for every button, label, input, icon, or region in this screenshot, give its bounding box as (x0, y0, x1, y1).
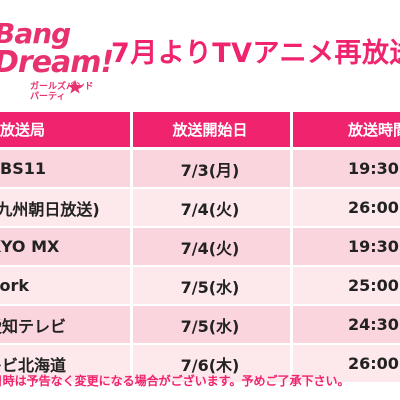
column-divider (290, 189, 293, 226)
time-cell: 25:00 (348, 276, 399, 295)
station-cell: テレビ北海道 (0, 355, 67, 375)
time-cell: 26:00 (348, 354, 399, 373)
time-cell: 19:30 (348, 237, 399, 256)
column-divider (290, 267, 293, 304)
time-cell: 24:30 (348, 315, 399, 334)
time-cell: 26:00 (348, 198, 399, 217)
column-divider (290, 112, 293, 147)
logo-subtitle: ガールズバンドパーティ (30, 82, 94, 102)
header-date: 放送開始日 (172, 121, 248, 139)
station-cell: BS11 (0, 159, 46, 178)
column-divider (290, 150, 293, 187)
column-divider (290, 306, 293, 343)
column-divider (130, 345, 133, 382)
table-row: BS11 7/3(月) 19:30 (0, 150, 400, 187)
date-cell: 7/6(木) (180, 355, 240, 375)
header-time: 放送時間 (348, 121, 400, 139)
table-row: テレビ愛知テレビ 7/5(水) 24:30 (0, 306, 400, 343)
column-divider (130, 228, 133, 265)
column-divider (130, 267, 133, 304)
column-divider (130, 150, 133, 187)
footnote: ※放送日時は予告なく変更になる場合がございます。予めご了承下さい。 (0, 374, 350, 388)
table-row: sun network 7/5(水) 25:00 (0, 267, 400, 304)
station-cell: KBC九州朝日放送) (0, 199, 100, 219)
logo-line2: Dream! (0, 45, 114, 80)
table-row: TOKYO MX 7/4(火) 19:30 (0, 228, 400, 265)
date-cell: 7/4(火) (180, 238, 240, 258)
column-divider (290, 345, 293, 382)
table-row: KBC九州朝日放送) 7/4(火) 26:00 (0, 189, 400, 226)
table-row: テレビ北海道 7/6(木) 26:00 (0, 345, 400, 382)
date-cell: 7/5(水) (180, 316, 240, 336)
table-header-row: 放送局 放送開始日 放送時間 (0, 112, 400, 147)
time-cell: 19:30 (348, 159, 399, 178)
column-divider (130, 189, 133, 226)
column-divider (130, 112, 133, 147)
broadcast-table: 放送局 放送開始日 放送時間 BS11 7/3(月) 19:30 KBC九州朝日… (0, 112, 400, 384)
logo-line1: Bang (0, 17, 71, 50)
date-cell: 7/3(月) (180, 160, 240, 180)
logo: Bang Dream! ガールズバンドパーティ (0, 17, 114, 103)
column-divider (290, 228, 293, 265)
column-divider (130, 306, 133, 343)
station-cell: sun network (0, 276, 30, 295)
station-cell: TOKYO MX (0, 237, 60, 256)
page-title: 7月よりTVアニメ再放送 (111, 38, 400, 69)
date-cell: 7/5(水) (180, 277, 240, 297)
date-cell: 7/4(火) (180, 199, 240, 219)
station-cell: テレビ愛知テレビ (0, 316, 67, 336)
header-station: 放送局 (0, 121, 46, 139)
star-icon (67, 79, 83, 94)
